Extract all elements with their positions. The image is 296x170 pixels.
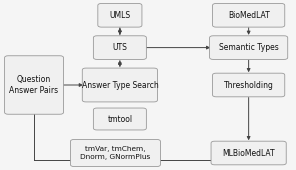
Text: tmtool: tmtool <box>107 115 132 123</box>
Text: MLBioMedLAT: MLBioMedLAT <box>222 149 275 157</box>
Text: Semantic Types: Semantic Types <box>219 43 279 52</box>
Text: Question
Answer Pairs: Question Answer Pairs <box>9 75 59 95</box>
Text: BioMedLAT: BioMedLAT <box>228 11 270 20</box>
FancyBboxPatch shape <box>213 3 285 27</box>
Text: Thresholding: Thresholding <box>224 81 274 89</box>
FancyBboxPatch shape <box>94 36 146 60</box>
FancyBboxPatch shape <box>213 73 285 97</box>
Text: UTS: UTS <box>112 43 127 52</box>
FancyBboxPatch shape <box>211 141 286 165</box>
FancyBboxPatch shape <box>94 108 146 130</box>
FancyBboxPatch shape <box>98 3 142 27</box>
Text: Answer Type Search: Answer Type Search <box>81 81 158 89</box>
FancyBboxPatch shape <box>70 139 160 167</box>
FancyBboxPatch shape <box>5 56 63 114</box>
FancyBboxPatch shape <box>82 68 157 102</box>
FancyBboxPatch shape <box>210 36 288 60</box>
Text: tmVar, tmChem,
Dnorm, GNormPlus: tmVar, tmChem, Dnorm, GNormPlus <box>80 147 151 159</box>
Text: UMLS: UMLS <box>109 11 131 20</box>
